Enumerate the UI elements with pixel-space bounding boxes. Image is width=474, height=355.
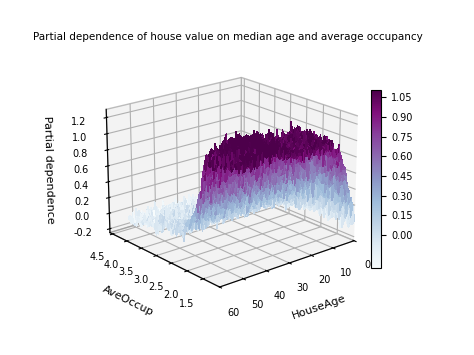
Y-axis label: AveOccup: AveOccup bbox=[100, 284, 155, 317]
Title: Partial dependence of house value on median age and average occupancy: Partial dependence of house value on med… bbox=[33, 32, 422, 42]
X-axis label: HouseAge: HouseAge bbox=[291, 294, 347, 321]
